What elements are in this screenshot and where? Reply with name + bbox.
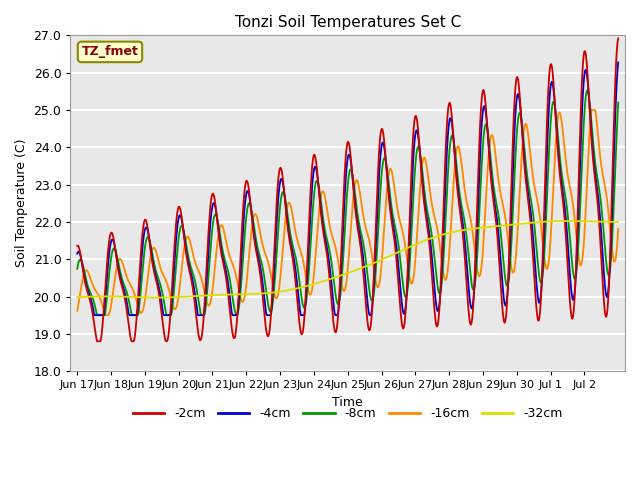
Title: Tonzi Soil Temperatures Set C: Tonzi Soil Temperatures Set C (235, 15, 461, 30)
X-axis label: Time: Time (332, 396, 363, 408)
Text: TZ_fmet: TZ_fmet (81, 46, 138, 59)
Y-axis label: Soil Temperature (C): Soil Temperature (C) (15, 139, 28, 267)
Legend: -2cm, -4cm, -8cm, -16cm, -32cm: -2cm, -4cm, -8cm, -16cm, -32cm (128, 402, 568, 425)
